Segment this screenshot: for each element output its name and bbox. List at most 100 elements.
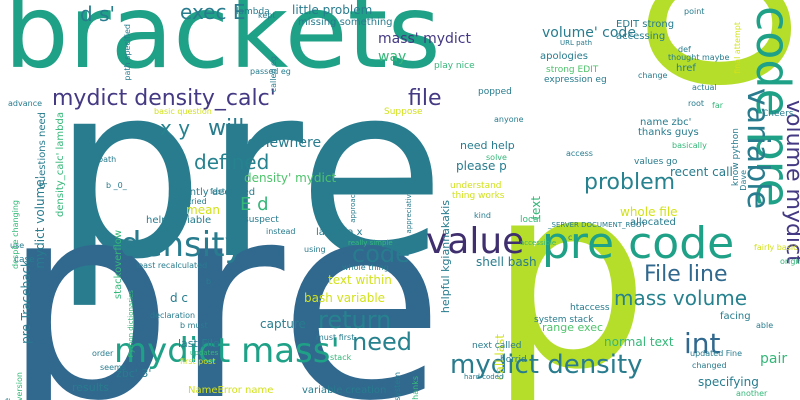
word: name zbc' <box>640 117 692 128</box>
word: Python dictionaries <box>127 290 135 358</box>
word: thing works <box>452 191 505 201</box>
word: stackoverflow <box>113 230 124 300</box>
word: tried <box>188 197 207 206</box>
word: anyone <box>494 115 524 124</box>
word: way <box>378 49 407 65</box>
word: accessible <box>520 239 557 247</box>
word: basic question <box>154 107 212 116</box>
word: updated Fine <box>690 349 743 358</box>
word: p <box>488 129 650 400</box>
word: shell bash <box>476 255 537 269</box>
word: mydict density_calc' <box>52 86 276 111</box>
word: pre <box>52 32 446 312</box>
word: variable creation <box>302 385 387 396</box>
word: actual <box>692 83 717 92</box>
word: must first <box>316 333 355 342</box>
word: pre code <box>542 218 735 269</box>
word: understand <box>450 181 502 191</box>
word: NameError name <box>188 385 274 396</box>
word: despite changing <box>11 200 20 269</box>
word: thought maybe <box>668 53 730 62</box>
word: fairly basic <box>754 243 798 252</box>
word: value <box>426 221 525 262</box>
word: stack <box>330 353 352 362</box>
word: last File <box>178 337 220 350</box>
word: kind <box>474 211 492 220</box>
word: htaccess <box>570 303 610 313</box>
word: mydict density <box>450 350 643 380</box>
word: volume mydict <box>781 100 800 264</box>
word: dict <box>175 184 184 199</box>
word: really simple <box>348 239 393 247</box>
word: strong thanks <box>411 376 420 400</box>
word: please p <box>456 159 507 173</box>
word: return <box>318 306 392 334</box>
word: somewhere <box>240 135 322 151</box>
word: EDIT strong <box>616 19 675 30</box>
word: whole file <box>620 205 678 219</box>
word: pair <box>760 351 788 367</box>
word: path <box>98 155 117 164</box>
word: normal text <box>604 335 674 349</box>
word: density <box>120 225 245 265</box>
word: range exec <box>542 321 604 334</box>
word: changed <box>692 361 727 370</box>
word: final attempt <box>733 22 742 74</box>
word: thanks guys <box>638 127 699 138</box>
word: E d <box>240 194 269 215</box>
word: mean <box>186 203 221 217</box>
word: d s' <box>80 2 115 26</box>
word: using <box>304 245 326 254</box>
word: recently declared <box>168 187 256 198</box>
word: code <box>352 240 410 268</box>
word: int <box>684 327 721 360</box>
word: pre Traceback <box>19 260 33 344</box>
word: hard coded <box>464 373 504 381</box>
word: horrid <box>500 355 527 365</box>
word: lambda x <box>316 227 363 238</box>
word: advance <box>8 99 43 108</box>
word: mydict mass' <box>114 331 340 371</box>
word: brackets <box>4 0 441 92</box>
word: missing something <box>298 17 393 28</box>
word: appreciative <box>405 190 413 234</box>
word: need <box>352 328 412 356</box>
word: root <box>688 99 705 108</box>
word: file <box>408 86 442 111</box>
word: lambda <box>236 7 270 17</box>
word: next called <box>472 341 522 351</box>
word: least recalculated <box>136 261 208 270</box>
word: Suppose <box>384 107 423 117</box>
word: facing <box>720 311 751 322</box>
word: text within <box>328 273 392 287</box>
word: _SERVER DOCUMENT_ROOT <box>548 221 646 229</box>
word: help variable <box>146 215 212 226</box>
word: updates <box>190 349 219 357</box>
word: variable <box>740 88 775 210</box>
word: exec E <box>180 0 246 24</box>
word: system stack <box>534 315 594 325</box>
word: expression eg <box>544 75 607 85</box>
word: first post <box>180 357 216 366</box>
word: density' mydict <box>244 171 337 185</box>
word: bash variable <box>304 291 386 305</box>
word: popped <box>478 87 512 97</box>
word: whole thing <box>342 263 389 272</box>
word: system <box>393 372 402 400</box>
word: allocated <box>630 217 676 228</box>
word: recent call <box>670 165 733 179</box>
word: far <box>712 101 724 110</box>
word: Cheers <box>762 109 794 119</box>
word: local <box>520 215 541 225</box>
word: density_calc' lambda <box>55 112 66 217</box>
word: helpful kgiannakakis <box>439 200 452 314</box>
word: case <box>14 255 35 265</box>
word: approach <box>349 190 357 223</box>
word: basically <box>672 141 707 150</box>
word: able <box>756 321 774 330</box>
word: results <box>72 381 109 394</box>
word: access <box>566 149 593 158</box>
word: x y <box>160 116 191 140</box>
word: Dave <box>739 170 748 191</box>
